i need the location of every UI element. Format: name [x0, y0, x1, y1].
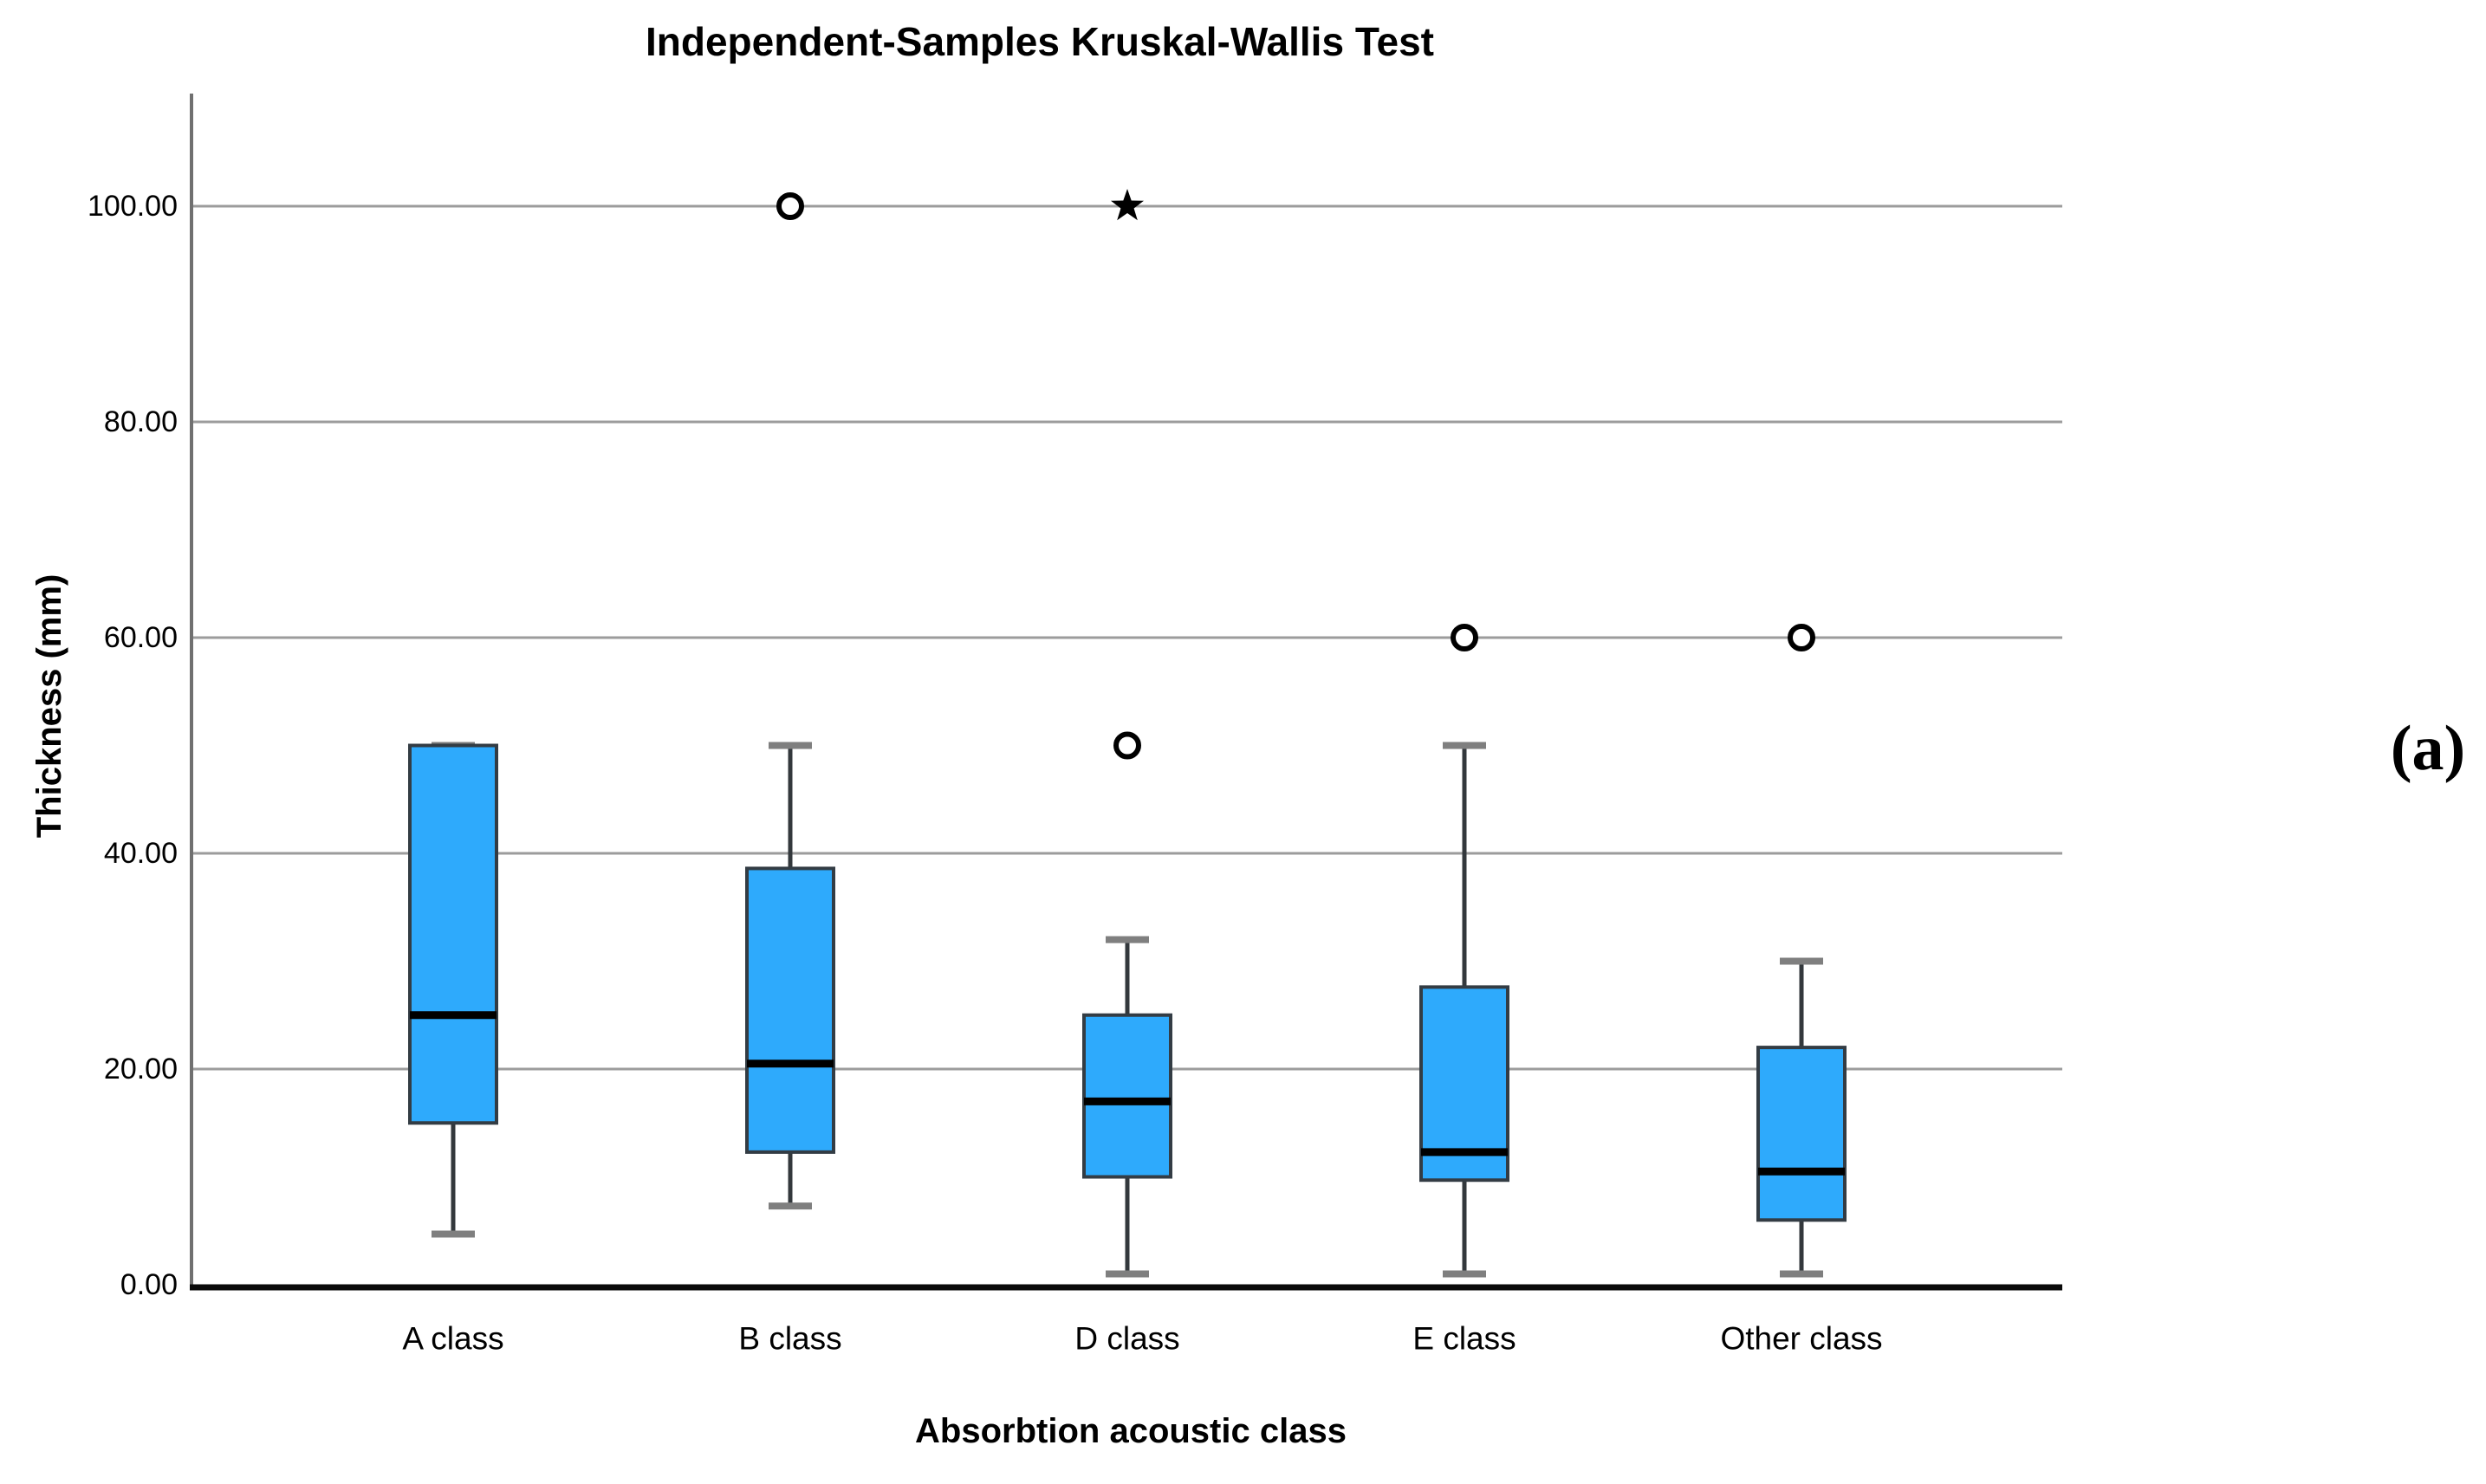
- box: [1756, 1046, 1847, 1222]
- outlier-circle: [776, 192, 804, 220]
- box: [1419, 985, 1509, 1183]
- y-axis-title: Thickness (mm): [30, 574, 68, 839]
- y-tick-label: 80.00: [104, 405, 178, 438]
- outlier-star: [1111, 189, 1144, 221]
- x-category-label: E class: [1412, 1321, 1516, 1357]
- boxes-layer: [408, 189, 1847, 1278]
- y-tick-label: 60.00: [104, 621, 178, 654]
- x-category-label: A class: [402, 1321, 503, 1357]
- x-category-label: B class: [738, 1321, 841, 1357]
- outlier-circle: [1788, 624, 1815, 651]
- box: [408, 743, 498, 1125]
- axes-layer: [190, 94, 2062, 1291]
- x-axis-title: Absorbtion acoustic class: [915, 1412, 1347, 1450]
- outlier-circle: [1113, 731, 1141, 760]
- y-tick-label: 0.00: [120, 1268, 178, 1301]
- x-category-label: Other class: [1720, 1321, 1882, 1357]
- x-category-label: D class: [1074, 1321, 1179, 1357]
- chart-title: Independent-Samples Kruskal-Wallis Test: [646, 19, 1434, 64]
- y-tick-label: 20.00: [104, 1053, 178, 1085]
- box: [745, 866, 835, 1154]
- figure-panel-label: (a): [2391, 713, 2465, 784]
- outlier-circle: [1451, 624, 1478, 651]
- box: [1082, 1013, 1172, 1179]
- tick-labels-layer: 0.00 20.00 40.00 60.00 80.00 100.00 A class B c…: [88, 190, 1883, 1357]
- y-tick-label: 100.00: [88, 190, 178, 223]
- y-tick-label: 40.00: [104, 837, 178, 870]
